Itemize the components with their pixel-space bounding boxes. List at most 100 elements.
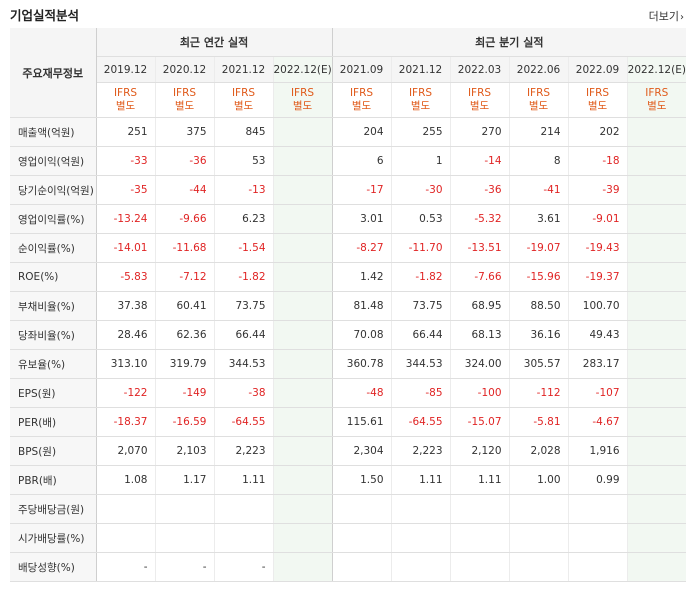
table-row: 순이익률(%) -14.01 -11.68 -1.54 -8.27 -11.70 -13.5… (10, 233, 687, 263)
table-row: 배당성향(%) - - - (10, 552, 687, 582)
table-row: ROE(%) -5.83 -7.12 -1.82 1.42 -1.82 -7.66 -15.9… (10, 262, 687, 292)
value-cell: 1 (390, 146, 451, 176)
ifrs-bottom-label: 별도 (292, 100, 313, 112)
ifrs-standard-label: IFRS 별도 (390, 82, 451, 118)
value-cell: -44 (154, 175, 214, 205)
value-cell (626, 204, 687, 234)
ifrs-standard-label: IFRS 별도 (272, 82, 333, 118)
value-cell (449, 552, 510, 582)
value-cell: 66.44 (213, 320, 273, 350)
value-cell (213, 523, 273, 553)
annual-period-header: 2020.12 (154, 56, 214, 83)
value-cell: 6.23 (213, 204, 273, 234)
table-row: 부채비율(%) 37.38 60.41 73.75 81.48 73.75 68.95 88.… (10, 291, 687, 321)
value-cell: 8 (508, 146, 569, 176)
value-cell: 73.75 (390, 291, 451, 321)
value-cell: -13 (213, 175, 273, 205)
value-cell: 255 (390, 117, 451, 147)
value-cell: -39 (567, 175, 628, 205)
ifrs-standard-label: IFRS 별도 (213, 82, 273, 118)
value-cell: 324.00 (449, 349, 510, 379)
value-cell: 62.36 (154, 320, 214, 350)
ifrs-standard-label: IFRS 별도 (449, 82, 510, 118)
value-cell: -18 (567, 146, 628, 176)
chevron-right-icon: › (680, 12, 684, 23)
value-cell: 2,223 (390, 436, 451, 466)
value-cell (272, 204, 333, 234)
value-cell: 214 (508, 117, 569, 147)
value-cell: 1.17 (154, 465, 214, 495)
quarter-period-header: 2022.12(E) (626, 56, 687, 83)
value-cell (272, 436, 333, 466)
table-row: 영업이익(억원) -33 -36 53 6 1 -14 8 -18 (10, 146, 687, 176)
value-cell (272, 494, 333, 524)
ifrs-standard-label: IFRS 별도 (154, 82, 214, 118)
value-cell: - (96, 552, 155, 582)
value-cell (626, 407, 687, 437)
row-label: PBR(배) (10, 465, 97, 495)
ifrs-bottom-label: 별도 (647, 100, 667, 112)
value-cell: 845 (213, 117, 273, 147)
value-cell: -13.24 (96, 204, 155, 234)
value-cell (96, 494, 155, 524)
row-label: 주당배당금(원) (10, 494, 97, 524)
value-cell (272, 320, 333, 350)
value-cell (449, 494, 510, 524)
ifrs-standard-label: IFRS 별도 (626, 82, 687, 118)
row-label: 순이익률(%) (10, 233, 97, 263)
value-cell: 344.53 (213, 349, 273, 379)
value-cell: 360.78 (331, 349, 392, 379)
value-cell: 313.10 (96, 349, 155, 379)
value-cell (626, 552, 687, 582)
value-cell (626, 523, 687, 553)
quarter-period-header: 2021.12 (390, 56, 451, 83)
value-cell: -107 (567, 378, 628, 408)
value-cell (154, 494, 214, 524)
row-label: ROE(%) (10, 262, 97, 292)
value-cell: 68.13 (449, 320, 510, 350)
value-cell (626, 175, 687, 205)
value-cell: 1.00 (508, 465, 569, 495)
row-label: 부채비율(%) (10, 291, 97, 321)
value-cell: 81.48 (331, 291, 392, 321)
value-cell: -64.55 (213, 407, 273, 437)
value-cell: -35 (96, 175, 155, 205)
value-cell: -64.55 (390, 407, 451, 437)
more-link-label: 더보기 (648, 10, 679, 23)
value-cell: 3.61 (508, 204, 569, 234)
value-cell: -14 (449, 146, 510, 176)
ifrs-bottom-label: 별도 (115, 100, 136, 112)
value-cell: -41 (508, 175, 569, 205)
value-cell: -5.32 (449, 204, 510, 234)
section-title: 기업실적분석 (10, 8, 80, 23)
value-cell: -14.01 (96, 233, 155, 263)
value-cell: 1.08 (96, 465, 155, 495)
annual-period-header: 2022.12(E) (272, 56, 333, 83)
value-cell: -11.70 (390, 233, 451, 263)
value-cell: -9.66 (154, 204, 214, 234)
ifrs-standard-label: IFRS 별도 (567, 82, 628, 118)
row-label: EPS(원) (10, 378, 97, 408)
value-cell (331, 494, 392, 524)
row-label: PER(배) (10, 407, 97, 437)
value-cell (626, 146, 687, 176)
value-cell: 100.70 (567, 291, 628, 321)
quarter-period-header: 2022.03 (449, 56, 510, 83)
value-cell: 3.01 (331, 204, 392, 234)
value-cell: 49.43 (567, 320, 628, 350)
ifrs-top-label: IFRS (408, 87, 433, 99)
value-cell (626, 291, 687, 321)
ifrs-standard-label: IFRS 별도 (96, 82, 155, 118)
row-label: 배당성향(%) (10, 552, 97, 582)
value-cell: -33 (96, 146, 155, 176)
row-label: 유보율(%) (10, 349, 97, 379)
row-label: 영업이익률(%) (10, 204, 97, 234)
value-cell: -13.51 (449, 233, 510, 263)
value-cell: 202 (567, 117, 628, 147)
value-cell: 2,070 (96, 436, 155, 466)
ifrs-top-label: IFRS (113, 87, 138, 99)
ifrs-bottom-label: 별도 (587, 100, 608, 112)
ifrs-top-label: IFRS (467, 87, 492, 99)
more-link[interactable]: 더보기› (649, 8, 684, 24)
value-cell: -112 (508, 378, 569, 408)
